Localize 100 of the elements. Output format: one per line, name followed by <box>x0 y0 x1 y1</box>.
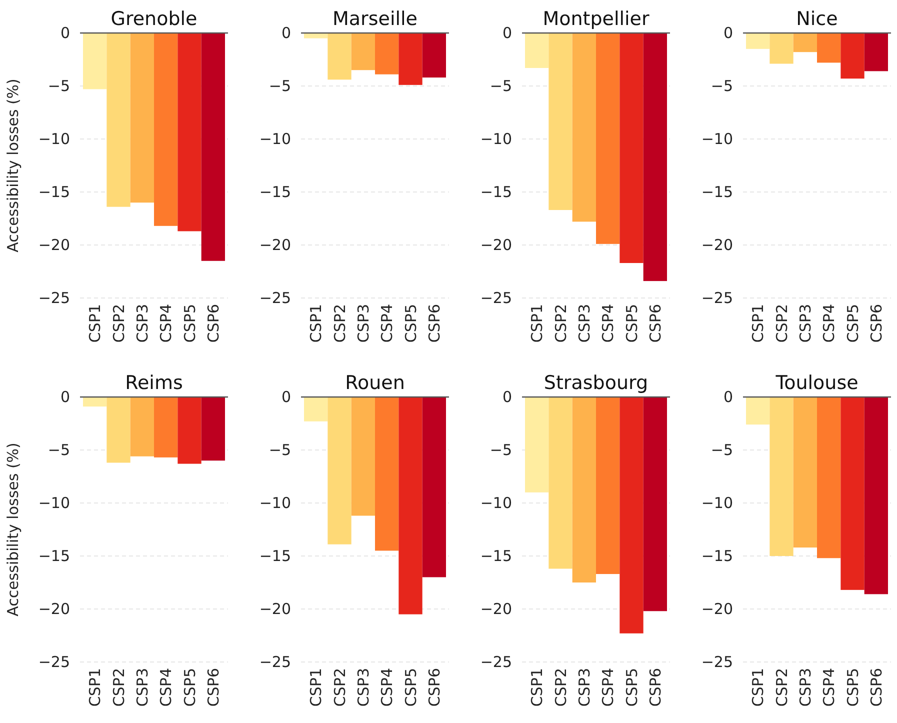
y-tick-label: −15 <box>701 546 733 565</box>
y-tick-label: −20 <box>480 600 512 618</box>
x-tick-label: CSP1 <box>307 668 326 707</box>
x-tick-label: CSP4 <box>820 668 838 707</box>
y-tick-label: −15 <box>259 182 291 201</box>
y-tick-label: −10 <box>259 494 291 512</box>
x-tick-label: CSP5 <box>622 304 641 343</box>
x-tick-label: CSP5 <box>844 304 862 343</box>
x-tick-label: CSP5 <box>844 668 862 707</box>
y-tick-label: −10 <box>259 130 291 148</box>
y-tick-label: −10 <box>701 130 733 148</box>
y-tick-label: 0 <box>60 24 70 42</box>
y-tick-label: 0 <box>60 388 70 406</box>
y-tick-label: 0 <box>281 388 291 406</box>
x-tick-label: CSP4 <box>599 668 618 707</box>
y-tick-label: −20 <box>701 236 733 254</box>
x-tick-label: CSP1 <box>749 668 768 707</box>
x-tick-label: CSP4 <box>599 304 618 343</box>
y-axis-title: Accessibility losses (%) <box>4 442 22 616</box>
y-tick-label: −15 <box>480 182 512 201</box>
x-tick-label: CSP2 <box>110 304 128 343</box>
x-tick-label: CSP4 <box>378 304 396 343</box>
x-tick-label: CSP3 <box>575 668 594 707</box>
x-tick-label: CSP1 <box>86 668 104 707</box>
x-tick-label: CSP6 <box>425 668 444 707</box>
x-tick-label: CSP5 <box>180 304 199 343</box>
x-tick-label: CSP3 <box>133 668 152 707</box>
y-tick-label: −25 <box>701 288 733 307</box>
y-tick-label: −25 <box>38 652 70 671</box>
y-tick-label: −15 <box>259 546 291 565</box>
x-tick-label: CSP6 <box>867 304 886 343</box>
x-tick-label: CSP4 <box>157 304 176 343</box>
y-tick-label: −5 <box>268 76 291 95</box>
chart-title: Nice <box>796 8 838 30</box>
y-tick-label: −25 <box>259 288 291 307</box>
x-tick-label: CSP5 <box>402 304 420 343</box>
y-axis-title: Accessibility losses (%) <box>4 78 22 252</box>
y-tick-label: −25 <box>38 288 70 307</box>
x-tick-label: CSP5 <box>622 668 641 707</box>
y-tick-label: −5 <box>490 440 512 459</box>
y-tick-label: −10 <box>38 130 70 148</box>
x-tick-label: CSP3 <box>133 304 152 343</box>
x-tick-label: CSP5 <box>402 668 420 707</box>
chart-title: Strasbourg <box>544 372 648 394</box>
x-tick-label: CSP3 <box>575 304 594 343</box>
y-tick-label: −20 <box>259 236 291 254</box>
x-tick-label: CSP1 <box>86 304 104 343</box>
y-tick-label: −15 <box>38 182 70 201</box>
y-tick-label: −25 <box>480 288 512 307</box>
x-tick-label: CSP4 <box>820 304 838 343</box>
x-tick-label: CSP6 <box>867 668 886 707</box>
y-tick-label: −10 <box>480 130 512 148</box>
y-tick-label: −20 <box>259 600 291 618</box>
y-tick-label: −20 <box>38 236 70 254</box>
y-tick-label: −15 <box>480 546 512 565</box>
chart-title: Rouen <box>345 372 405 394</box>
y-tick-label: −5 <box>48 440 70 459</box>
chart-title: Montpellier <box>542 8 650 30</box>
y-tick-label: −5 <box>48 76 70 95</box>
x-tick-label: CSP1 <box>307 304 326 343</box>
chart-title: Reims <box>125 372 183 394</box>
x-tick-label: CSP3 <box>796 668 814 707</box>
x-tick-label: CSP4 <box>157 668 176 707</box>
x-tick-label: CSP3 <box>354 668 372 707</box>
y-tick-label: −25 <box>259 652 291 671</box>
x-tick-label: CSP2 <box>110 668 128 707</box>
x-tick-label: CSP2 <box>552 668 570 707</box>
x-tick-label: CSP1 <box>528 304 546 343</box>
y-tick-label: −25 <box>701 652 733 671</box>
x-tick-label: CSP6 <box>204 668 222 707</box>
chart-title: Marseille <box>332 8 418 30</box>
y-tick-label: −5 <box>268 440 291 459</box>
x-tick-label: CSP2 <box>330 304 349 343</box>
x-tick-label: CSP2 <box>772 304 791 343</box>
y-tick-label: −15 <box>38 546 70 565</box>
x-tick-label: CSP6 <box>646 304 664 343</box>
y-tick-label: 0 <box>723 24 733 42</box>
y-tick-label: −5 <box>710 76 733 95</box>
y-tick-label: −20 <box>480 236 512 254</box>
chart-title: Grenoble <box>110 8 198 30</box>
x-tick-label: CSP1 <box>528 668 546 707</box>
chart-title: Toulouse <box>774 372 858 394</box>
x-tick-label: CSP6 <box>204 304 222 343</box>
x-tick-label: CSP6 <box>425 304 444 343</box>
x-tick-label: CSP3 <box>354 304 372 343</box>
y-tick-label: −5 <box>490 76 512 95</box>
y-tick-label: −15 <box>701 182 733 201</box>
y-tick-label: 0 <box>502 388 512 406</box>
y-tick-label: −10 <box>38 494 70 512</box>
y-tick-label: 0 <box>723 388 733 406</box>
x-tick-label: CSP5 <box>180 668 199 707</box>
x-tick-label: CSP1 <box>749 304 768 343</box>
x-tick-label: CSP3 <box>796 304 814 343</box>
x-tick-label: CSP6 <box>646 668 664 707</box>
y-tick-label: 0 <box>281 24 291 42</box>
y-tick-label: 0 <box>502 24 512 42</box>
y-tick-label: −25 <box>480 652 512 671</box>
y-tick-label: −10 <box>480 494 512 512</box>
x-tick-label: CSP2 <box>330 668 349 707</box>
y-tick-label: −20 <box>701 600 733 618</box>
